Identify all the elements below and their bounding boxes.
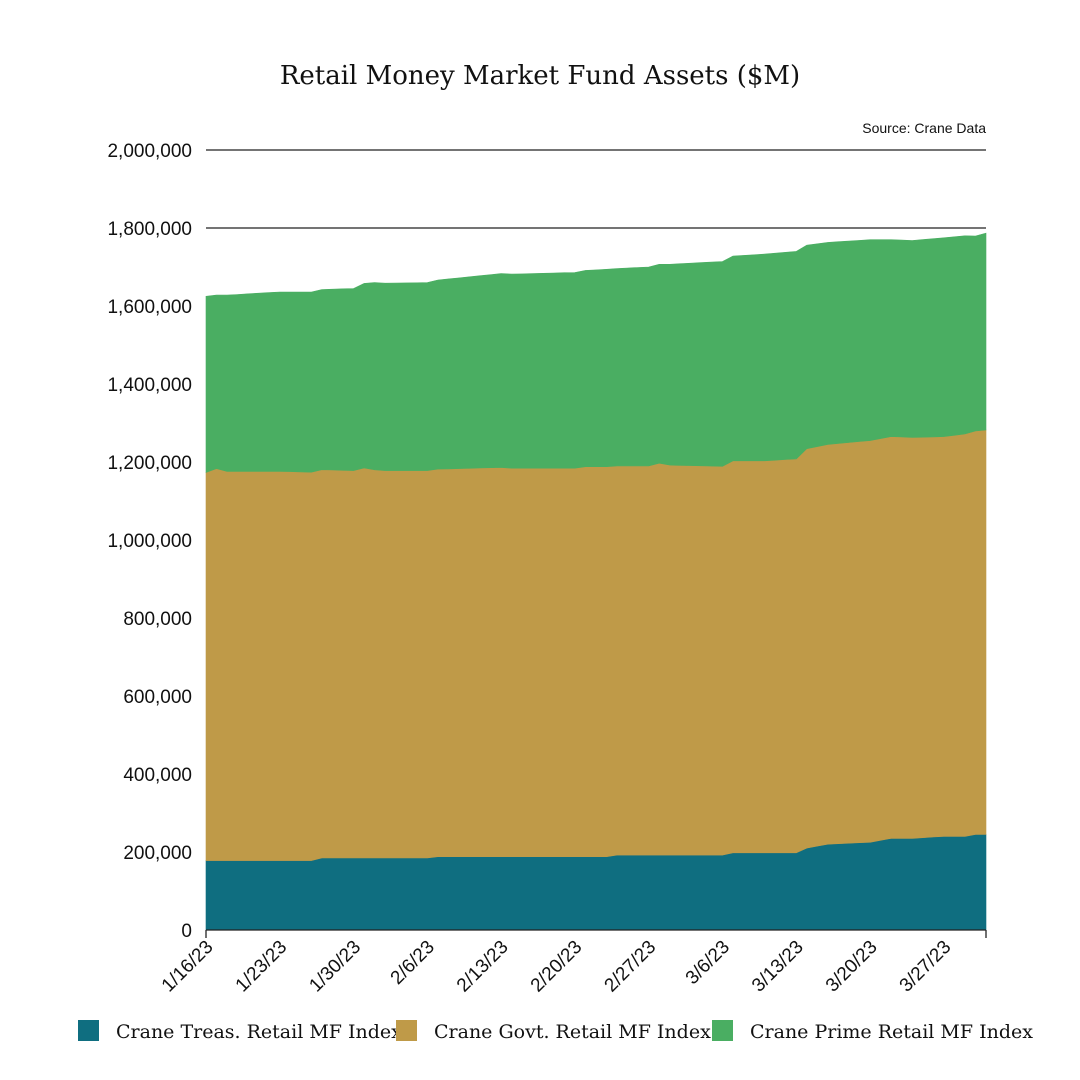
y-tick-label: 1,400,000 [107, 375, 192, 396]
x-tick-label: 1/23/23 [232, 937, 292, 997]
y-tick-label: 1,600,000 [107, 297, 192, 318]
area-series [205, 232, 987, 931]
legend-swatch-treas [78, 1020, 99, 1041]
x-tick-label: 2/20/23 [527, 937, 587, 997]
y-tick-label: 0 [181, 921, 192, 942]
gridlines [206, 149, 986, 229]
area-prime [205, 232, 987, 473]
x-tick-label: 1/30/23 [305, 937, 365, 997]
x-tick-label: 3/13/23 [748, 937, 808, 997]
x-tick-label: 1/16/23 [158, 937, 218, 997]
x-tick-label: 2/6/23 [387, 937, 439, 989]
legend-swatch-prime [712, 1020, 733, 1041]
y-tick-label: 600,000 [123, 687, 192, 708]
y-tick-label: 1,000,000 [107, 531, 192, 552]
x-tick-label: 3/27/23 [896, 937, 956, 997]
legend-label-prime: Crane Prime Retail MF Index [750, 1021, 1033, 1043]
x-tick-label: 3/20/23 [822, 937, 882, 997]
x-tick-label: 2/13/23 [453, 937, 513, 997]
y-tick-label: 1,800,000 [107, 219, 192, 240]
source-note: Source: Crane Data [862, 120, 986, 136]
legend-label-treas: Crane Treas. Retail MF Index [116, 1021, 402, 1043]
x-tick-label: 2/27/23 [601, 937, 661, 997]
axes [205, 929, 987, 938]
legend-label-govt: Crane Govt. Retail MF Index [434, 1021, 711, 1043]
y-tick-label: 1,200,000 [107, 453, 192, 474]
y-axis-tick-labels: 0 200,000 400,000 600,000 800,000 1,000,000 1,… [107, 141, 192, 942]
legend: Crane Treas. Retail MF Index Crane Govt. … [78, 1020, 1033, 1043]
legend-swatch-govt [396, 1020, 417, 1041]
x-tick-label: 3/6/23 [682, 937, 734, 989]
y-tick-label: 400,000 [123, 765, 192, 786]
area-govt [205, 429, 987, 861]
y-tick-label: 800,000 [123, 609, 192, 630]
y-tick-label: 200,000 [123, 843, 192, 864]
x-axis-tick-labels: 1/16/23 1/23/23 1/30/23 2/6/23 2/13/23 2/20/2… [158, 937, 956, 997]
chart-title: Retail Money Market Fund Assets ($M) [280, 61, 800, 91]
y-tick-label: 2,000,000 [107, 141, 192, 162]
